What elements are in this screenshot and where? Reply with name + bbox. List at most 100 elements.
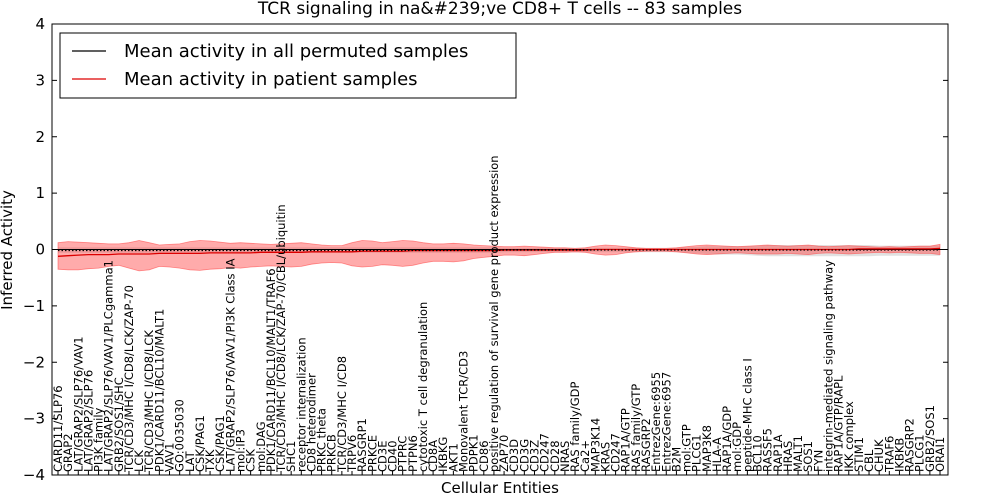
category-label: RAS family/GTP: [629, 384, 643, 472]
category-label: IKBKG: [436, 437, 450, 472]
y-tick-label: 3: [35, 71, 45, 89]
y-tick-label: 0: [35, 241, 45, 259]
category-label: LAT/GRAP2/SLP76/VAV1: [71, 336, 85, 472]
category-label: CD8A: [426, 440, 440, 472]
category-label: TCR/CD3/MHC I/CD8/LCK/ZAP-70: [122, 285, 136, 473]
y-tick-label: −2: [23, 353, 45, 371]
category-label: CHUK: [872, 439, 886, 472]
category-label: RAP1A/GDP: [720, 406, 734, 472]
category-label: CD86: [477, 440, 491, 472]
y-tick-label: −4: [23, 466, 45, 484]
legend-label-permuted: Mean activity in all permuted samples: [124, 41, 468, 62]
category-label: CARD11/SLP76: [51, 385, 65, 472]
category-label: B2M: [669, 447, 683, 472]
category-label: IKBKB: [892, 438, 906, 472]
category-label: CD3D: [507, 439, 521, 472]
category-label: HLA-A: [710, 437, 724, 472]
category-label: receptor internalization: [294, 337, 308, 472]
category-label: CSK/PAG1: [213, 415, 227, 472]
patient-band: [57, 240, 941, 272]
legend-box: [59, 32, 517, 99]
category-label: RASGRP2: [639, 418, 653, 472]
category-label: mol:DAG: [254, 421, 268, 472]
category-label: PDK1/CARD11/BCL10/MALT1/TRAF6: [264, 268, 278, 472]
category-label: CSK: [244, 449, 258, 472]
category-label: PDK1/CARD11/BCL10/MALT1: [152, 309, 166, 472]
category-label: FYN: [811, 450, 825, 472]
category-label: ZAP70: [497, 435, 511, 472]
category-label: GRB2/SOS1/SHC: [112, 377, 126, 472]
category-label: CD247: [538, 433, 552, 472]
category-label: TCR/CD3/MHC I/CD8/LCK: [142, 330, 156, 473]
category-label: PI3K family: [92, 407, 106, 472]
category-label: PDPK1: [467, 434, 481, 472]
category-label: PRKCE: [365, 435, 379, 472]
category-label: TRPV6: [345, 435, 359, 473]
y-tick-label: 1: [35, 184, 45, 202]
category-label: mol:IP3: [234, 429, 248, 472]
category-label: Monovalent TCR/CD3: [457, 351, 471, 472]
category-label: PTPN6: [406, 435, 420, 472]
category-label: MALT1: [791, 435, 805, 472]
category-label: GRB2/SOS1: [923, 405, 937, 472]
category-label: Ca2+: [578, 440, 592, 472]
category-label: PLCG1: [913, 434, 927, 472]
category-label: RAP1A: [771, 434, 785, 472]
category-label: ORAI1: [933, 437, 947, 472]
category-label: PLCG1: [690, 434, 704, 472]
category-label: CD3E: [375, 441, 389, 472]
y-tick-label: 2: [35, 128, 45, 146]
category-label: CD40: [386, 440, 400, 472]
category-label: mol:GTP: [680, 424, 694, 472]
category-label: CD247: [609, 433, 623, 472]
category-label: IKK complex: [842, 401, 856, 472]
category-label: NRAS: [558, 441, 572, 472]
legend-label-patient: Mean activity in patient samples: [124, 69, 418, 90]
category-label: TXK: [203, 449, 217, 473]
category-label: CD28: [548, 440, 562, 472]
category-label: CSK/PAG1: [193, 415, 207, 472]
category-label: PRKC theta: [315, 408, 329, 472]
category-label: MAP3K8: [700, 425, 714, 472]
category-label: cytotoxic T cell degranulation: [416, 302, 430, 472]
category-label: STIM1: [852, 437, 866, 472]
series-lines: [52, 247, 948, 257]
category-label: EntrezGene:6957: [659, 372, 673, 472]
category-label: positive regulation of survival gene pro…: [487, 155, 501, 472]
category-label: VAV1: [163, 443, 177, 472]
category-label: PTPRC: [396, 436, 410, 472]
category-label: LAT/GRAP2/SLP76/VAV1/PLCgamma1: [102, 260, 116, 472]
category-label: AKT1: [446, 443, 460, 472]
category-label: TCR/CD3/MHC I/CD8/LCK/ZAP-70/CBL/ubiquit…: [274, 204, 288, 473]
category-label: peptide-MHC class I: [740, 358, 754, 472]
category-label: CD3G: [517, 439, 531, 472]
y-tick-label: −1: [23, 297, 45, 315]
category-label: LCK: [132, 450, 146, 472]
category-label: EntrezGene:6955: [649, 372, 663, 472]
category-label: mol:GDP: [730, 422, 744, 472]
legend: Mean activity in all permuted samples Mea…: [59, 32, 517, 99]
category-label: KRAS: [598, 442, 612, 472]
category-label: PRKCB: [325, 434, 339, 472]
series-line-permuted: [58, 249, 940, 252]
category-label: RASGRP1: [355, 418, 369, 472]
category-label: MAP3K14: [588, 418, 602, 472]
category-label: integrin-mediated signaling pathway: [822, 260, 836, 472]
category-label: RAP1A/GTP: [619, 408, 633, 472]
chart-title: TCR signaling in na&#239;ve CD8+ T cells…: [257, 0, 742, 19]
category-label: LAT/GRAP2/SLP76/VAV1/PI3K Class IA: [223, 258, 237, 472]
category-label: RASSF5: [761, 428, 775, 472]
category-label: SOS1: [801, 441, 815, 472]
category-label: LAT: [183, 450, 197, 472]
category-label: TCR/CD3/MHC I/CD8: [335, 356, 349, 473]
category-label: RAS family/GDP: [568, 382, 582, 472]
y-tick-label: 4: [35, 15, 45, 33]
category-label: SHC1: [284, 441, 298, 472]
category-label: LAT/GRAP2/SLP76: [81, 370, 95, 472]
category-label: CD3Z: [528, 440, 542, 472]
y-tick-label: −3: [23, 410, 45, 428]
category-labels: CARD11/SLP76GRAP2LAT/GRAP2/SLP76/VAV1LAT…: [51, 155, 947, 475]
category-label: BCL10: [751, 435, 765, 472]
category-label: RAP1A/GTP/RAPL: [832, 375, 846, 472]
